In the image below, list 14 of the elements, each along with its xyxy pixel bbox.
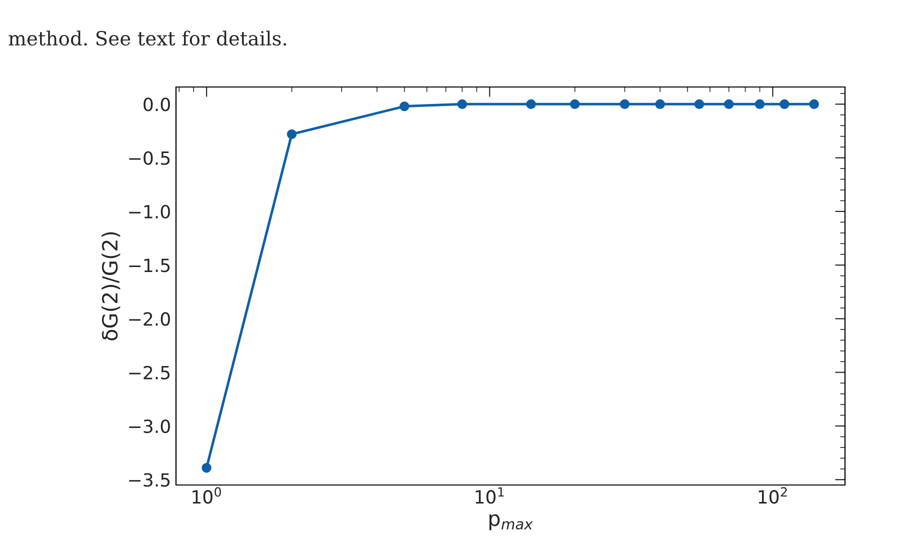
y-tick-label: −1.0 <box>129 204 170 219</box>
y-axis-title: δG(2)/G(2) <box>102 232 120 340</box>
x-tick-label: 10$^{2}$ <box>758 487 787 504</box>
y-tick-label: −2.0 <box>129 312 170 326</box>
y-tick-label: −3.0 <box>129 419 170 434</box>
y-tick-label: −1.5 <box>129 258 170 272</box>
y-tick-label: 0.0 <box>144 98 170 112</box>
x-tick-label: 10$^{1}$ <box>476 487 504 504</box>
text: method. See text for details. <box>8 30 286 46</box>
x-tick-label: 10$^{0}$ <box>192 487 222 504</box>
y-tick-label: −3.5 <box>129 473 170 487</box>
y-tick-label: −2.5 <box>129 366 170 380</box>
x-axis-title: p$_{max}$ <box>489 514 533 530</box>
y-tick-label: −0.5 <box>129 151 170 165</box>
